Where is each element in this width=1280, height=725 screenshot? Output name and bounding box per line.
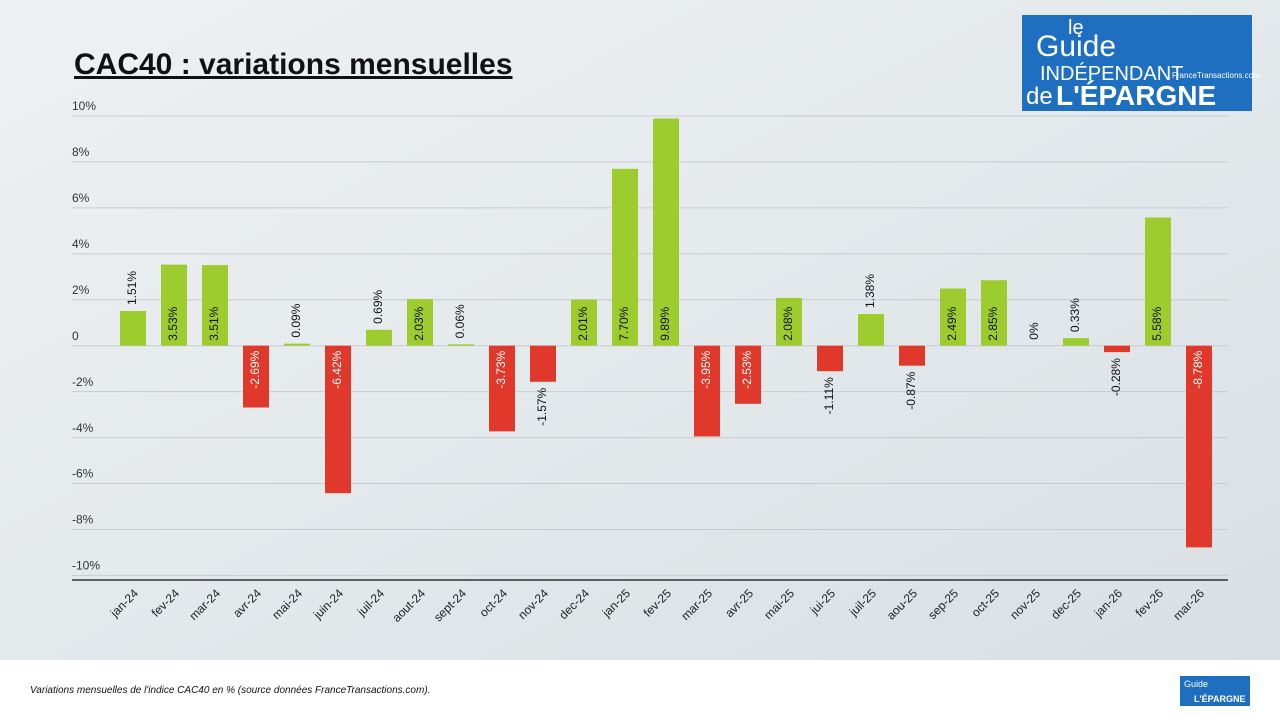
- y-tick-label: 0: [72, 329, 79, 343]
- bar: [1063, 338, 1089, 346]
- logo-box: [1022, 15, 1252, 111]
- value-label: -3.73%: [494, 350, 508, 388]
- value-label: 2.03%: [412, 306, 426, 340]
- y-tick-label: -8%: [72, 513, 94, 527]
- bar: [694, 345, 720, 437]
- value-label: 1.38%: [863, 274, 877, 308]
- value-label: 2.85%: [986, 306, 1000, 340]
- value-label: -0.28%: [1109, 358, 1123, 396]
- value-label: 5.58%: [1150, 306, 1164, 340]
- bar: [530, 345, 556, 382]
- bar: [940, 288, 966, 346]
- bar: [817, 345, 843, 372]
- logo-box: [1180, 676, 1250, 706]
- y-tick-label: 10%: [72, 99, 96, 113]
- y-tick-label: 2%: [72, 283, 90, 297]
- bar: [161, 264, 187, 346]
- bar: [776, 297, 802, 346]
- value-label: 9.89%: [658, 306, 672, 340]
- bar: [448, 344, 474, 346]
- y-tick-label: 6%: [72, 191, 90, 205]
- value-label: -2.53%: [740, 350, 754, 388]
- bar: [735, 345, 761, 404]
- bar: [407, 299, 433, 346]
- y-tick-label: -4%: [72, 421, 94, 435]
- logo-text: Guide: [1036, 30, 1116, 63]
- bar: [899, 345, 925, 366]
- y-tick-label: -6%: [72, 467, 94, 481]
- value-label: 3.53%: [166, 306, 180, 340]
- value-label: 2.08%: [781, 306, 795, 340]
- logo-text: L'ÉPARGNE: [1056, 80, 1216, 111]
- value-label: -1.57%: [535, 387, 549, 425]
- bar: [571, 299, 597, 346]
- bar: [981, 280, 1007, 346]
- value-label: 7.70%: [617, 306, 631, 340]
- value-label: 0.09%: [289, 303, 303, 337]
- logo-text: INDÉPENDANT: [1040, 62, 1183, 85]
- bar: [366, 329, 392, 346]
- value-label: -8.78%: [1191, 350, 1205, 388]
- small-logo: Guide L'ÉPARGNE: [1180, 676, 1250, 706]
- bar: [284, 343, 310, 346]
- bar: [243, 345, 269, 408]
- logo-text: le: [1068, 17, 1084, 39]
- logo-text: de: [1026, 83, 1053, 110]
- bar: [1104, 345, 1130, 353]
- logo-text: FranceTransactions.com: [1172, 71, 1260, 80]
- bar: [1186, 345, 1212, 548]
- value-label: 3.51%: [207, 306, 221, 340]
- value-label: 2.49%: [945, 306, 959, 340]
- value-label: 0.69%: [371, 289, 385, 323]
- bar: [202, 265, 228, 346]
- value-label: 0%: [1027, 322, 1041, 340]
- bar: [612, 168, 638, 346]
- bar: [858, 314, 884, 346]
- logo-text: L'ÉPARGNE: [1194, 694, 1245, 704]
- bar: [653, 118, 679, 346]
- logo: le Guide INDÉPENDANT FranceTransactions.…: [1022, 15, 1260, 111]
- value-label: 1.51%: [125, 271, 139, 305]
- bar: [120, 311, 146, 346]
- value-label: -6.42%: [330, 350, 344, 388]
- value-label: 2.01%: [576, 306, 590, 340]
- value-label: 0.06%: [453, 304, 467, 338]
- bar: [325, 345, 351, 494]
- logo-text: Guide: [1184, 679, 1208, 689]
- y-tick-label: 4%: [72, 237, 90, 251]
- bar: [489, 345, 515, 432]
- value-label: -3.95%: [699, 350, 713, 388]
- value-label: 0.33%: [1068, 298, 1082, 332]
- value-label: -0.87%: [904, 371, 918, 409]
- bar: [1145, 217, 1171, 346]
- value-label: -2.69%: [248, 350, 262, 388]
- y-tick-label: -2%: [72, 375, 94, 389]
- caption: Variations mensuelles de l'indice CAC40 …: [30, 685, 430, 696]
- y-tick-label: 8%: [72, 145, 90, 159]
- value-label: -1.11%: [822, 377, 836, 414]
- footer: [0, 660, 1280, 720]
- chart-title: CAC40 : variations mensuelles: [74, 48, 513, 81]
- y-tick-label: -10%: [72, 559, 100, 573]
